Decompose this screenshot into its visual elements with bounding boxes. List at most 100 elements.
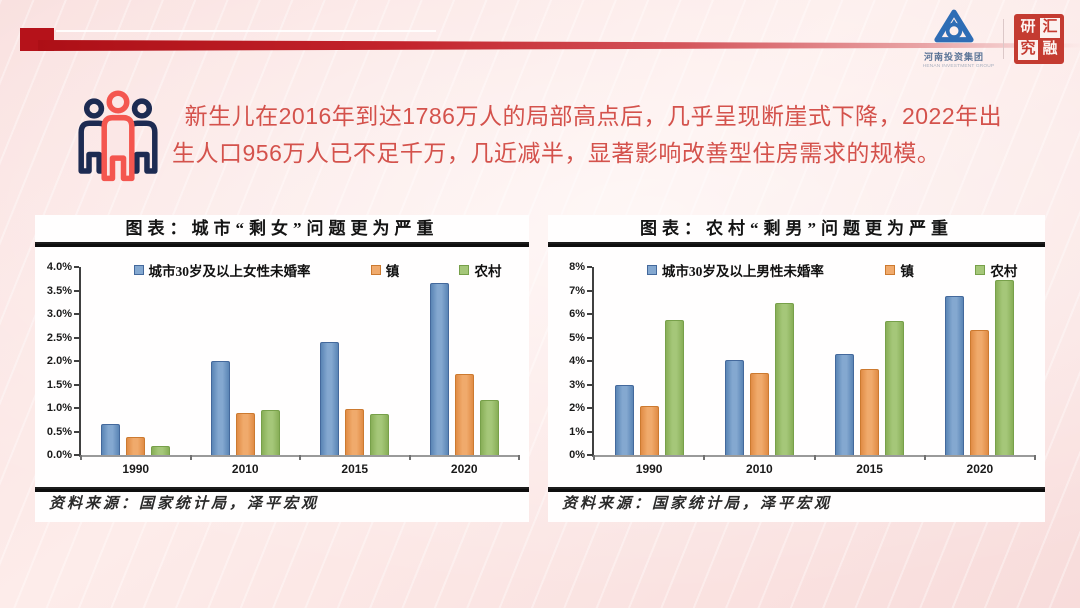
bar — [429, 283, 449, 455]
y-axis-tick — [587, 289, 592, 292]
title-divider — [548, 242, 1045, 247]
company-name: 河南投资集团 — [923, 52, 984, 62]
chart-title: 图表：农村“剩男”问题更为严重 — [640, 219, 953, 238]
y-axis-tick-label: 3.5% — [46, 284, 72, 297]
y-axis-tick — [74, 313, 79, 315]
source-divider — [35, 487, 529, 492]
x-axis-tick — [299, 455, 301, 460]
bar — [860, 369, 880, 455]
y-axis-tick-label: 3.0% — [46, 308, 72, 320]
chart-legend: 城市30岁及以上女性未婚率 镇 农村 — [133, 260, 501, 280]
seal-char: 究 — [1018, 39, 1038, 60]
legend-item: 城市30岁及以上女性未婚率 — [133, 260, 311, 280]
bar-group — [815, 267, 925, 455]
y-axis-tick-label: 2.5% — [46, 331, 72, 344]
chart-canvas: 城市30岁及以上男性未婚率 镇 农村 8% 7% 6% 5% 4% 3% 2% 1% 0% 1990 2… — [548, 247, 1045, 487]
title-divider — [35, 242, 529, 247]
x-axis-category-label: 2010 — [746, 462, 773, 476]
legend-item: 城市30岁及以上男性未婚率 — [646, 260, 824, 280]
y-axis-tick — [74, 289, 79, 292]
y-axis-tick — [587, 383, 592, 386]
x-axis-tick — [408, 455, 411, 460]
bar — [664, 319, 684, 455]
legend-swatch — [885, 265, 896, 275]
bar-groups — [81, 267, 519, 455]
legend-item: 农村 — [459, 260, 501, 280]
bar-group — [410, 267, 520, 455]
seal-char: 融 — [1040, 39, 1060, 60]
bar — [885, 321, 905, 455]
legend-item: 镇 — [370, 260, 400, 280]
legend-swatch — [459, 265, 470, 275]
y-axis-tick — [74, 407, 79, 409]
x-axis-tick — [518, 455, 520, 460]
y-axis-tick — [587, 360, 592, 362]
legend-label: 农村 — [474, 264, 502, 279]
y-axis-tick — [587, 336, 592, 339]
bar-group — [81, 267, 191, 455]
y-axis-tick-label: 4% — [569, 355, 585, 367]
bar — [835, 353, 855, 455]
legend-label: 农村 — [990, 264, 1018, 279]
bar — [260, 410, 280, 455]
accent-highlight-line — [56, 30, 436, 32]
x-axis-category-label: 2010 — [231, 462, 259, 476]
bar — [345, 408, 365, 455]
seal-char: 汇 — [1040, 17, 1060, 38]
y-axis-tick — [74, 430, 79, 433]
x-axis-category-label: 1990 — [635, 462, 663, 476]
bar-group — [704, 267, 814, 455]
chart-title: 图表：城市“剩女”问题更为严重 — [125, 219, 439, 238]
legend-item: 农村 — [975, 260, 1017, 280]
chart-source: 资料来源：国家统计局，泽平宏观 — [49, 496, 320, 512]
headline-text: 新生儿在2016年到达1786万人的局部高点后，几乎呈现断崖式下降，2022年出… — [172, 103, 1003, 166]
x-axis-category-label: 2015 — [341, 462, 369, 476]
logo-divider — [1003, 18, 1004, 59]
y-axis-tick-label: 4.0% — [46, 261, 72, 273]
bar — [210, 361, 230, 455]
y-axis-tick — [587, 430, 592, 433]
bar — [995, 279, 1015, 455]
bar-group — [191, 267, 301, 455]
x-axis-category-label: 2015 — [856, 462, 883, 476]
y-axis-tick-label: 0.0% — [46, 449, 72, 461]
x-axis-category-label: 2020 — [450, 462, 478, 476]
y-axis-tick — [74, 383, 79, 386]
x-axis-tick — [593, 455, 595, 460]
bar — [151, 445, 171, 455]
legend-swatch — [975, 265, 986, 275]
bar — [235, 412, 255, 455]
legend-label: 城市30岁及以上女性未婚率 — [148, 264, 311, 279]
plot-area: 城市30岁及以上男性未婚率 镇 农村 8% 7% 6% 5% 4% 3% 2% 1% 0% 1990 2… — [569, 261, 1036, 476]
x-axis-tick — [189, 455, 192, 460]
bar-group — [300, 267, 410, 455]
bar — [614, 384, 634, 455]
company-subtext: HENAN INVESTMENT GROUP — [922, 63, 995, 69]
y-axis-tick — [74, 266, 79, 268]
bar — [774, 303, 794, 455]
x-axis-tick — [703, 455, 706, 460]
bar — [639, 405, 659, 455]
y-axis-tick — [587, 454, 592, 456]
legend-label: 镇 — [385, 264, 400, 279]
legend-swatch — [370, 265, 381, 275]
y-axis-tick-label: 1.5% — [46, 378, 72, 391]
bar-group — [925, 267, 1035, 455]
legend-item: 镇 — [885, 260, 914, 280]
company-logo: 河南投资集团 HENAN INVESTMENT GROUP — [915, 8, 995, 69]
bar — [320, 342, 340, 455]
y-axis-tick — [587, 407, 592, 409]
research-seal-icon: 研 汇 究 融 — [1014, 13, 1064, 64]
y-axis-tick-label: 1.0% — [46, 402, 72, 414]
x-axis-tick — [923, 455, 926, 460]
y-axis-tick — [74, 454, 79, 456]
bar — [479, 400, 499, 455]
y-axis-tick-label: 1% — [569, 425, 585, 438]
y-axis-tick — [74, 360, 79, 362]
y-axis-tick-label: 2% — [569, 402, 585, 414]
chart-source: 资料来源：国家统计局，泽平宏观 — [562, 496, 833, 512]
x-axis-category-label: 2020 — [966, 462, 994, 476]
accent-bar — [38, 40, 1080, 51]
bar — [724, 359, 744, 455]
